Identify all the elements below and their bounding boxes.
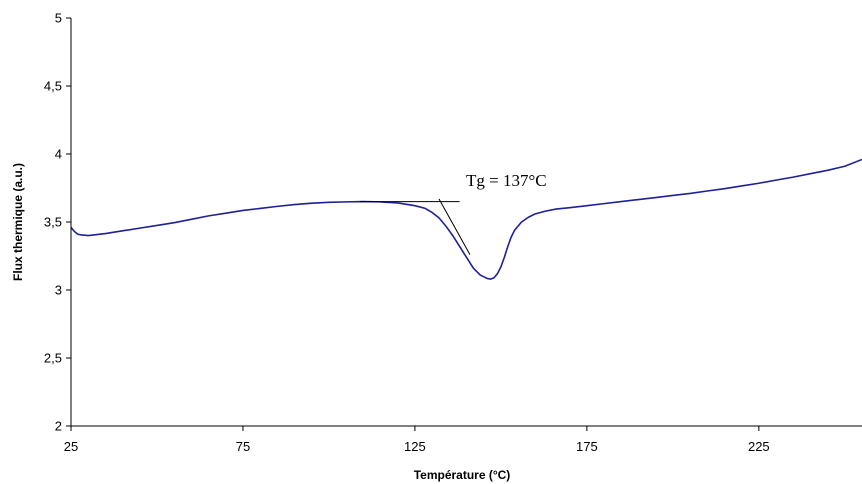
x-tick-label: 175 bbox=[576, 439, 598, 454]
y-tick-label: 5 bbox=[55, 11, 62, 26]
series-layer bbox=[70, 158, 862, 280]
tg-label: Tg = 137°C bbox=[466, 171, 547, 190]
y-tick-label: 2 bbox=[55, 419, 62, 434]
heat-flow-series-line bbox=[70, 158, 862, 280]
tg-tangent bbox=[438, 198, 471, 255]
tg-annotation: Tg = 137°C bbox=[359, 171, 547, 255]
y-tick-label: 3,5 bbox=[44, 215, 62, 230]
x-tick-label: 75 bbox=[236, 439, 250, 454]
y-tick-label: 3 bbox=[55, 283, 62, 298]
y-tick-label: 4,5 bbox=[44, 79, 62, 94]
x-tick-label: 125 bbox=[404, 439, 426, 454]
x-axis-ticks: 25 75 125 175 225 bbox=[64, 426, 770, 454]
y-axis-title: Flux thermique (a.u.) bbox=[11, 163, 25, 281]
x-tick-label: 25 bbox=[64, 439, 78, 454]
y-axis-ticks: 2 2,5 3 3,5 4 4,5 5 bbox=[44, 11, 71, 434]
y-tick-label: 4 bbox=[55, 147, 62, 162]
x-tick-label: 225 bbox=[748, 439, 770, 454]
x-axis-title: Température (°C) bbox=[414, 468, 511, 482]
y-tick-label: 2,5 bbox=[44, 351, 62, 366]
